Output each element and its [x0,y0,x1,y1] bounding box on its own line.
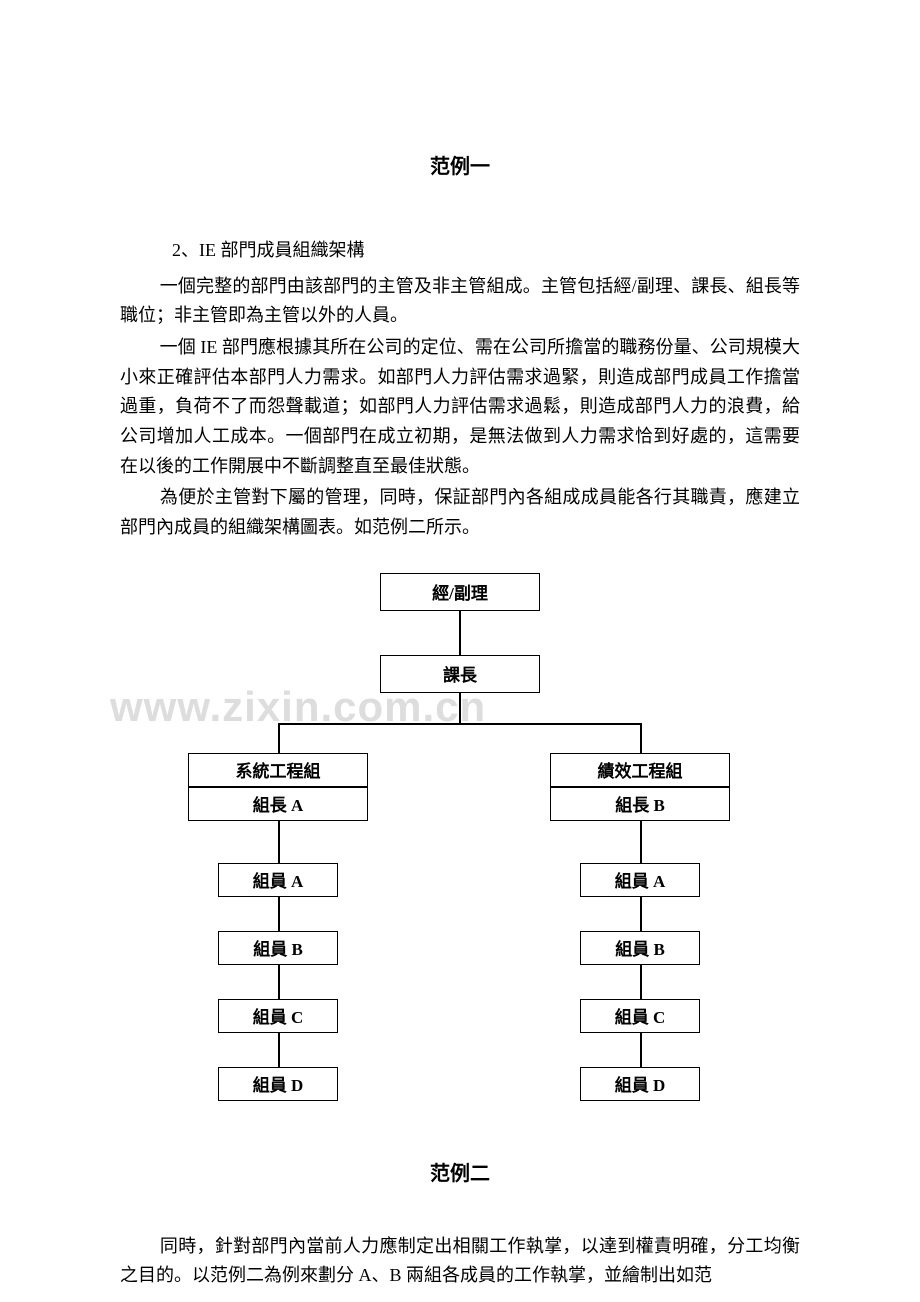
paragraph-3-text: 為便於主管對下屬的管理，同時，保証部門內各組成成員能各行其職責，應建立部門內成員… [120,487,800,537]
org-chart-connector [640,897,642,931]
example-1-title: 范例一 [120,150,800,179]
org-chart-connector [459,693,461,723]
paragraph-1-text: 一個完整的部門由該部門的主管及非主管組成。主管包括經/副理、課長、組長等職位；非… [120,276,800,326]
org-chart-node-lB: 組員 B [218,931,338,965]
org-chart-node-rC: 組員 C [580,999,700,1033]
paragraph-4: 同時，針對部門內當前人力應制定出相關工作執掌，以達到權責明確，分工均衡之目的。以… [120,1232,800,1291]
org-chart-node-rA: 組員 A [580,863,700,897]
paragraph-2-text: 一個 IE 部門應根據其所在公司的定位、需在公司所擔當的職務份量、公司規模大小來… [120,337,800,476]
example-2-title: 范例二 [120,1157,800,1186]
org-chart-connector [278,1033,280,1067]
paragraph-1: 一個完整的部門由該部門的主管及非主管組成。主管包括經/副理、課長、組長等職位；非… [120,272,800,331]
paragraph-4-text: 同時，針對部門內當前人力應制定出相關工作執掌，以達到權責明確，分工均衡之目的。以… [120,1236,800,1286]
org-chart-connector [278,965,280,999]
org-chart-node-root: 經/副理 [380,573,540,611]
org-chart: www.zixin.com.cn 經/副理課長系統工程組組長 A績效工程組組長 … [120,573,800,1123]
org-chart-connector [278,723,642,725]
paragraph-3: 為便於主管對下屬的管理，同時，保証部門內各組成成員能各行其職責，應建立部門內成員… [120,483,800,542]
org-chart-connector [278,821,280,863]
org-chart-node-leftLeader: 組長 A [188,787,368,821]
org-chart-node-rD: 組員 D [580,1067,700,1101]
org-chart-node-lA: 組員 A [218,863,338,897]
org-chart-node-rightGroup: 績效工程組 [550,753,730,787]
org-chart-connector [640,821,642,863]
org-chart-node-rB: 組員 B [580,931,700,965]
org-chart-connector [640,1033,642,1067]
org-chart-node-lC: 組員 C [218,999,338,1033]
org-chart-connector [278,723,280,753]
paragraph-2: 一個 IE 部門應根據其所在公司的定位、需在公司所擔當的職務份量、公司規模大小來… [120,333,800,481]
org-chart-node-lD: 組員 D [218,1067,338,1101]
org-chart-node-lv2: 課長 [380,655,540,693]
org-chart-node-leftGroup: 系統工程組 [188,753,368,787]
org-chart-connector [640,723,642,753]
org-chart-connector [278,897,280,931]
section-heading: 2、IE 部門成員組織架構 [172,235,800,266]
org-chart-node-rightLeader: 組長 B [550,787,730,821]
org-chart-connector [640,965,642,999]
org-chart-connector [459,611,461,655]
